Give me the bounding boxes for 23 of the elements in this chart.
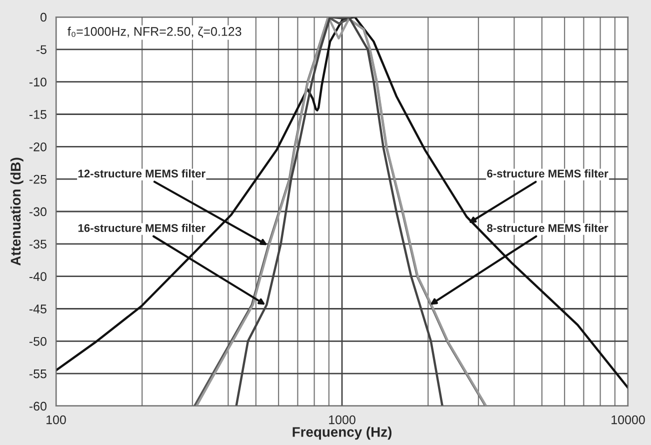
- y-tick-label: -45: [29, 304, 46, 314]
- y-tick-label: -20: [29, 142, 46, 152]
- y-tick-label: -15: [29, 110, 46, 119]
- annotation: 6-structure MEMS filter: [487, 169, 608, 178]
- x-tick-label: 100: [46, 415, 66, 424]
- x-tick-label: 1000: [329, 415, 356, 424]
- y-tick-label: -55: [29, 370, 46, 378]
- y-axis-title: Attenuation (dB): [10, 158, 24, 266]
- annotation: 8-structure MEMS filter: [487, 224, 608, 232]
- x-tick-label: 10000: [612, 415, 645, 424]
- x-axis-title: Frequency (Hz): [292, 426, 392, 440]
- y-tick-label: -10: [29, 78, 46, 86]
- y-tick-label: -5: [36, 45, 46, 54]
- y-tick-label: -30: [29, 207, 46, 216]
- annotation: f₀=1000Hz, NFR=2.50, ζ=0.123: [68, 26, 242, 38]
- y-tick-label: -35: [29, 240, 46, 249]
- y-tick-label: 0: [40, 12, 46, 22]
- y-tick-label: -60: [29, 402, 46, 411]
- y-tick-label: -50: [29, 336, 46, 346]
- annotation: 12-structure MEMS filter: [78, 169, 206, 178]
- y-tick-label: -40: [29, 272, 46, 281]
- annotation: 16-structure MEMS filter: [78, 224, 206, 232]
- y-tick-label: -25: [29, 174, 46, 184]
